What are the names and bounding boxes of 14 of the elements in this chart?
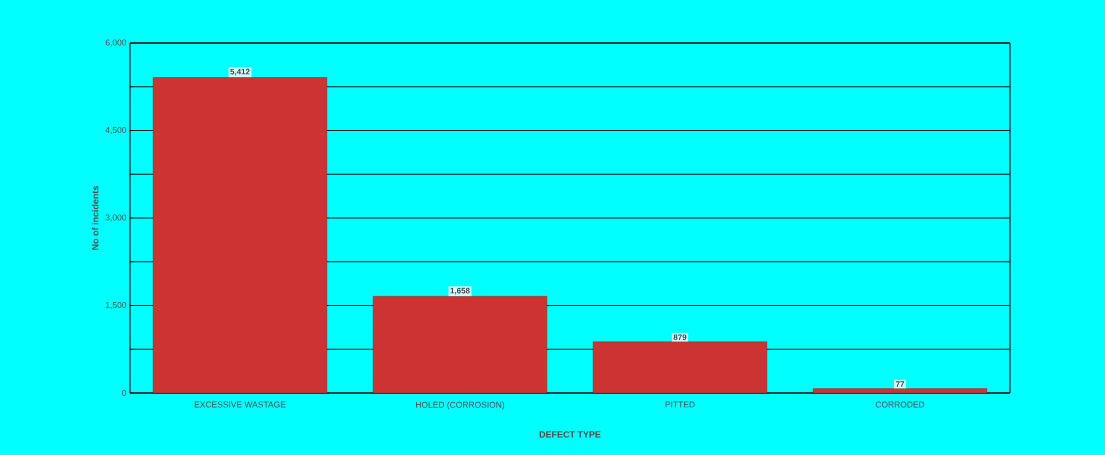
y-tick-label: 3,000 <box>105 214 127 222</box>
bar <box>372 296 548 393</box>
bar <box>592 341 768 393</box>
x-tick-label: HOLED (CORROSION) <box>416 401 505 410</box>
y-axis-title: No of incidents <box>91 185 99 250</box>
bar <box>153 77 327 393</box>
y-tick-label: 0 <box>122 390 127 396</box>
x-axis-title: DEFECT TYPE <box>539 431 601 438</box>
y-tick-label: 6,000 <box>105 39 127 47</box>
y-tick-label: 4,500 <box>105 127 127 134</box>
x-tick-label: CORRODED <box>875 401 925 408</box>
y-tick-label: 1,500 <box>105 302 127 309</box>
x-tick-label: PITTED <box>665 401 695 408</box>
x-tick-label: EXCESSIVE WASTAGE <box>194 401 286 408</box>
